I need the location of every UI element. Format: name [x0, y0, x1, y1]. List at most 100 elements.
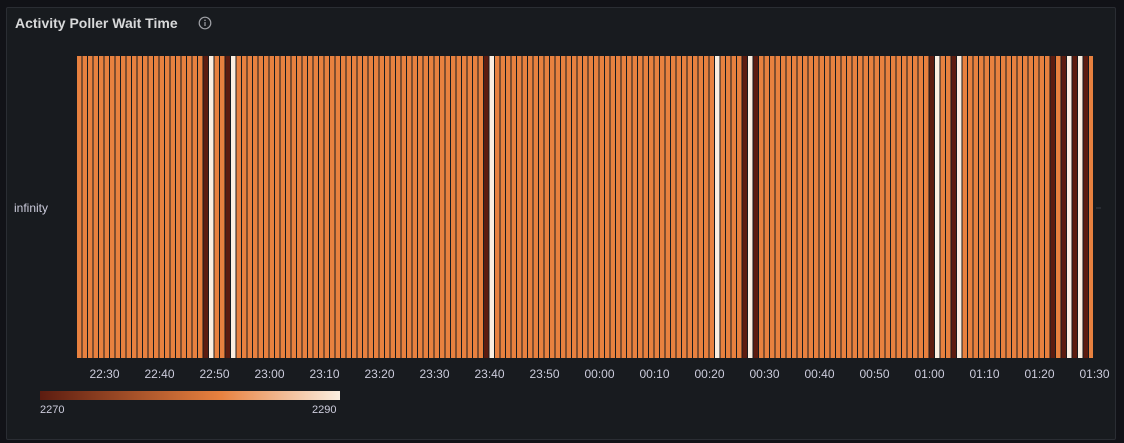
heatmap-cell[interactable]	[869, 56, 874, 358]
heatmap-cell[interactable]	[451, 56, 456, 358]
heatmap-cell[interactable]	[962, 56, 968, 358]
heatmap-cell[interactable]	[836, 56, 841, 358]
heatmap-cell[interactable]	[77, 56, 82, 358]
heatmap-cell[interactable]	[638, 56, 643, 358]
heatmap-cell[interactable]	[99, 56, 104, 358]
heatmap-cell[interactable]	[781, 56, 786, 358]
heatmap-cell[interactable]	[352, 56, 357, 358]
heatmap-cell[interactable]	[572, 56, 577, 358]
heatmap-cell[interactable]	[1067, 56, 1072, 358]
heatmap-cell[interactable]	[588, 56, 594, 358]
heatmap-cell[interactable]	[247, 56, 253, 358]
heatmap-cell[interactable]	[209, 56, 214, 358]
heatmap-cell[interactable]	[517, 56, 522, 358]
heatmap-cell[interactable]	[176, 56, 181, 358]
heatmap-cell[interactable]	[253, 56, 258, 358]
heatmap-cell[interactable]	[203, 56, 209, 358]
heatmap-cell[interactable]	[814, 56, 819, 358]
heatmap-cell[interactable]	[346, 56, 352, 358]
heatmap-cell[interactable]	[324, 56, 330, 358]
heatmap-cell[interactable]	[401, 56, 407, 358]
heatmap-cell[interactable]	[330, 56, 335, 358]
heatmap-cell[interactable]	[93, 56, 99, 358]
heatmap-cell[interactable]	[858, 56, 863, 358]
heatmap-cell[interactable]	[528, 56, 533, 358]
heatmap-cell[interactable]	[863, 56, 869, 358]
info-circle-icon[interactable]	[198, 16, 212, 30]
heatmap-cell[interactable]	[874, 56, 880, 358]
heatmap-cell[interactable]	[968, 56, 973, 358]
heatmap-cell[interactable]	[258, 56, 264, 358]
heatmap-cell[interactable]	[715, 56, 720, 358]
heatmap-cell[interactable]	[1061, 56, 1067, 358]
heatmap-cell[interactable]	[104, 56, 110, 358]
heatmap-cell[interactable]	[126, 56, 132, 358]
heatmap-cell[interactable]	[726, 56, 731, 358]
heatmap-cell[interactable]	[231, 56, 236, 358]
heatmap-cell[interactable]	[82, 56, 88, 358]
heatmap-cell[interactable]	[132, 56, 137, 358]
heatmap-cell[interactable]	[550, 56, 555, 358]
heatmap-cell[interactable]	[456, 56, 462, 358]
heatmap-cell[interactable]	[665, 56, 671, 358]
heatmap-cell[interactable]	[313, 56, 319, 358]
heatmap-cell[interactable]	[654, 56, 660, 358]
heatmap-cell[interactable]	[1072, 56, 1078, 358]
heatmap-cell[interactable]	[407, 56, 412, 358]
heatmap-cell[interactable]	[297, 56, 302, 358]
heatmap-cell[interactable]	[511, 56, 517, 358]
heatmap-cell[interactable]	[269, 56, 275, 358]
heatmap-cell[interactable]	[1017, 56, 1023, 358]
heatmap-cell[interactable]	[121, 56, 126, 358]
heatmap-cell[interactable]	[918, 56, 924, 358]
heatmap-cell[interactable]	[737, 56, 742, 358]
heatmap-cell[interactable]	[990, 56, 995, 358]
heatmap-cell[interactable]	[363, 56, 368, 358]
heatmap-cell[interactable]	[500, 56, 506, 358]
heatmap-cell[interactable]	[825, 56, 830, 358]
heatmap-cell[interactable]	[148, 56, 154, 358]
heatmap-cell[interactable]	[841, 56, 847, 358]
heatmap-cell[interactable]	[412, 56, 418, 358]
heatmap-cell[interactable]	[885, 56, 891, 358]
heatmap-cell[interactable]	[341, 56, 346, 358]
heatmap-cell[interactable]	[907, 56, 913, 358]
heatmap-cell[interactable]	[770, 56, 775, 358]
heatmap-cell[interactable]	[995, 56, 1001, 358]
heatmap-cell[interactable]	[335, 56, 341, 358]
heatmap-cell[interactable]	[539, 56, 544, 358]
heatmap-cell[interactable]	[792, 56, 797, 358]
heatmap-cell[interactable]	[544, 56, 550, 358]
heatmap-cell[interactable]	[704, 56, 709, 358]
heatmap-cell[interactable]	[797, 56, 803, 358]
heatmap-cell[interactable]	[1001, 56, 1006, 358]
heatmap-cell[interactable]	[462, 56, 467, 358]
heatmap-cell[interactable]	[929, 56, 935, 358]
heatmap-cell[interactable]	[891, 56, 896, 358]
heatmap-cell[interactable]	[423, 56, 429, 358]
heatmap-cell[interactable]	[709, 56, 715, 358]
heatmap-cell[interactable]	[693, 56, 698, 358]
heatmap-cell[interactable]	[214, 56, 220, 358]
heatmap-cell[interactable]	[759, 56, 764, 358]
heatmap-cell[interactable]	[198, 56, 203, 358]
heatmap-cell[interactable]	[671, 56, 676, 358]
heatmap-cell[interactable]	[1023, 56, 1028, 358]
heatmap-cell[interactable]	[616, 56, 621, 358]
heatmap-cell[interactable]	[984, 56, 990, 358]
heatmap-cell[interactable]	[577, 56, 583, 358]
heatmap-cell[interactable]	[913, 56, 918, 358]
heatmap-cell[interactable]	[1083, 56, 1089, 358]
heatmap-cell[interactable]	[660, 56, 665, 358]
heatmap-cell[interactable]	[1078, 56, 1083, 358]
heatmap-cell[interactable]	[242, 56, 247, 358]
heatmap-cell[interactable]	[1034, 56, 1039, 358]
heatmap-cell[interactable]	[819, 56, 825, 358]
heatmap-cell[interactable]	[627, 56, 632, 358]
heatmap-cell[interactable]	[1039, 56, 1045, 358]
heatmap-cell[interactable]	[935, 56, 940, 358]
heatmap-cell[interactable]	[495, 56, 500, 358]
heatmap-cell[interactable]	[852, 56, 858, 358]
heatmap-cell[interactable]	[594, 56, 599, 358]
heatmap-cell[interactable]	[385, 56, 390, 358]
